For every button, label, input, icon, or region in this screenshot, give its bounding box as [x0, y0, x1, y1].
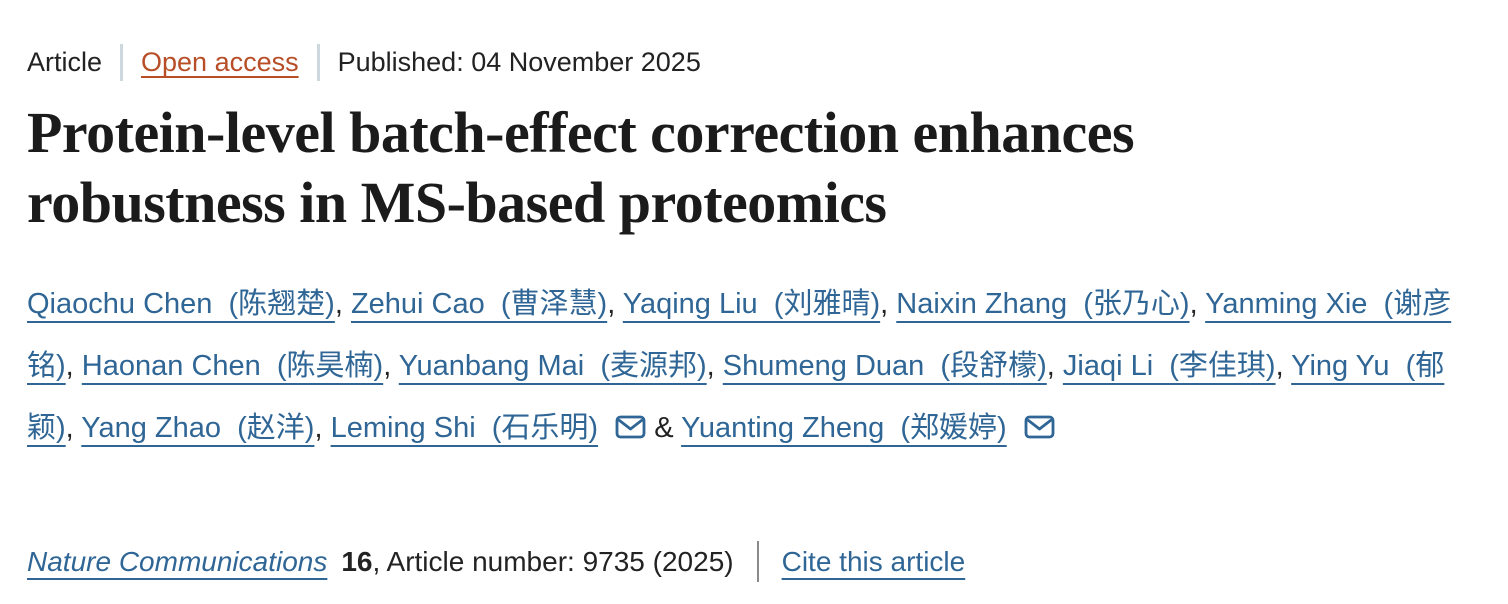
author-separator: ,	[334, 288, 351, 321]
journal-citation-row: Nature Communications 16 , Article numbe…	[27, 541, 965, 582]
author-link[interactable]: Yuanting Zheng (郑媛婷)	[681, 412, 1007, 445]
author-link[interactable]: Zehui Cao (曹泽慧)	[350, 288, 608, 321]
journal-volume: 16	[341, 545, 373, 577]
author-link[interactable]: Haonan Chen (陈昊楠)	[81, 350, 384, 383]
article-title-line2: robustness in MS-based proteomics	[27, 169, 887, 235]
article-title-line1: Protein-level batch-effect correction en…	[27, 100, 1135, 165]
article-number-text: , Article number: 9735 (2025)	[372, 545, 734, 577]
author-separator: ,	[607, 288, 623, 321]
open-access-link[interactable]: Open access	[141, 47, 299, 78]
authors-list: Qiaochu Chen (陈翘楚), Zehui Cao (曹泽慧), Yaq…	[27, 273, 1477, 462]
author-separator: ,	[65, 412, 82, 445]
email-icon[interactable]	[615, 400, 646, 462]
published-date: Published: 04 November 2025	[337, 47, 701, 78]
article-type-label: Article	[27, 47, 103, 78]
author-separator: ,	[65, 350, 82, 383]
author-link[interactable]: Shumeng Duan (段舒檬)	[722, 350, 1047, 383]
author-link[interactable]: Yanming Xie (谢彦铭)	[27, 288, 1452, 383]
author-separator: &	[654, 412, 682, 445]
author-link[interactable]: Yuanbang Mai (麦源邦)	[398, 350, 707, 383]
author-link[interactable]: Leming Shi (石乐明)	[330, 412, 599, 445]
author-separator: ,	[880, 288, 897, 321]
author-link[interactable]: Jiaqi Li (李佳琪)	[1062, 350, 1276, 383]
author-separator: ,	[1046, 350, 1063, 383]
author-link[interactable]: Naixin Zhang (张乃心)	[896, 288, 1190, 321]
meta-divider	[120, 44, 124, 81]
meta-divider	[316, 44, 320, 81]
author-separator: ,	[383, 350, 399, 383]
author-separator: ,	[1189, 288, 1206, 321]
article-meta-row: Article Open access Published: 04 Novemb…	[27, 44, 1482, 81]
author-link[interactable]: Qiaochu Chen (陈翘楚)	[27, 288, 335, 321]
author-separator: ,	[706, 350, 723, 383]
author-link[interactable]: Yang Zhao (赵洋)	[81, 412, 315, 445]
cite-this-article-link[interactable]: Cite this article	[781, 545, 966, 577]
email-icon[interactable]	[1024, 400, 1055, 462]
article-title: Protein-level batch-effect correction en…	[27, 98, 1482, 237]
journal-link[interactable]: Nature Communications	[27, 545, 328, 577]
author-separator: ,	[314, 412, 331, 445]
author-link[interactable]: Ying Yu (郁颖)	[27, 350, 1445, 445]
author-separator: ,	[1275, 350, 1292, 383]
author-link[interactable]: Yaqing Liu (刘雅晴)	[622, 288, 881, 321]
citation-divider	[756, 541, 759, 582]
